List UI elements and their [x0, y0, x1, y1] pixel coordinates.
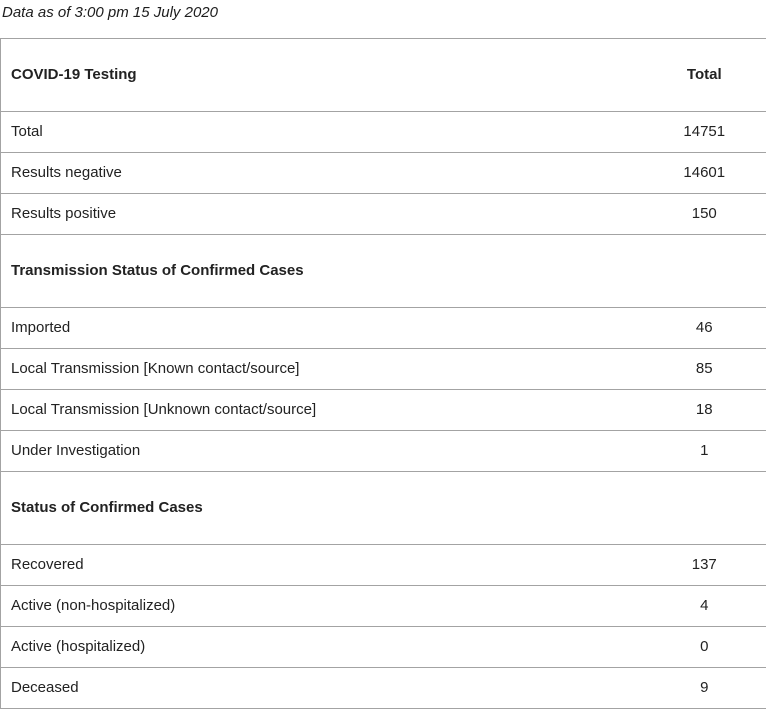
row-label: Imported [1, 308, 643, 349]
section-value-spacer [643, 472, 766, 545]
row-value: 18 [643, 390, 766, 431]
row-label: Local Transmission [Known contact/source… [1, 349, 643, 390]
table-row: Under Investigation 1 [1, 431, 766, 472]
row-label: Active (hospitalized) [1, 627, 643, 668]
row-value: 137 [643, 545, 766, 586]
row-value: 150 [643, 194, 766, 235]
row-label: Active (non-hospitalized) [1, 586, 643, 627]
table-row: Imported 46 [1, 308, 766, 349]
section-header-row: Transmission Status of Confirmed Cases [1, 235, 766, 308]
table-row: Local Transmission [Unknown contact/sour… [1, 390, 766, 431]
row-label: Local Transmission [Unknown contact/sour… [1, 390, 643, 431]
table-row: Results negative 14601 [1, 153, 766, 194]
table-row: Deceased 9 [1, 668, 766, 709]
table-row: Recovered 137 [1, 545, 766, 586]
table-title: COVID-19 Testing [1, 39, 643, 112]
page: { "caption": "Data as of 3:00 pm 15 July… [0, 3, 766, 709]
table-row: Total 14751 [1, 112, 766, 153]
table-row: Results positive 150 [1, 194, 766, 235]
table-row: Local Transmission [Known contact/source… [1, 349, 766, 390]
table-header-row: COVID-19 Testing Total [1, 39, 766, 112]
section-title: Transmission Status of Confirmed Cases [1, 235, 643, 308]
total-column-header: Total [643, 39, 766, 112]
table-row: Active (non-hospitalized) 4 [1, 586, 766, 627]
row-label: Total [1, 112, 643, 153]
section-header-row: Status of Confirmed Cases [1, 472, 766, 545]
section-title: Status of Confirmed Cases [1, 472, 643, 545]
row-label: Deceased [1, 668, 643, 709]
row-value: 46 [643, 308, 766, 349]
row-value: 4 [643, 586, 766, 627]
row-label: Under Investigation [1, 431, 643, 472]
data-as-of-caption: Data as of 3:00 pm 15 July 2020 [2, 3, 766, 23]
row-value: 14751 [643, 112, 766, 153]
row-label: Recovered [1, 545, 643, 586]
section-value-spacer [643, 235, 766, 308]
row-label: Results positive [1, 194, 643, 235]
covid-stats-table: COVID-19 Testing Total Total 14751 Resul… [0, 38, 766, 709]
row-value: 1 [643, 431, 766, 472]
row-value: 9 [643, 668, 766, 709]
row-value: 85 [643, 349, 766, 390]
row-value: 14601 [643, 153, 766, 194]
row-value: 0 [643, 627, 766, 668]
table-row: Active (hospitalized) 0 [1, 627, 766, 668]
row-label: Results negative [1, 153, 643, 194]
